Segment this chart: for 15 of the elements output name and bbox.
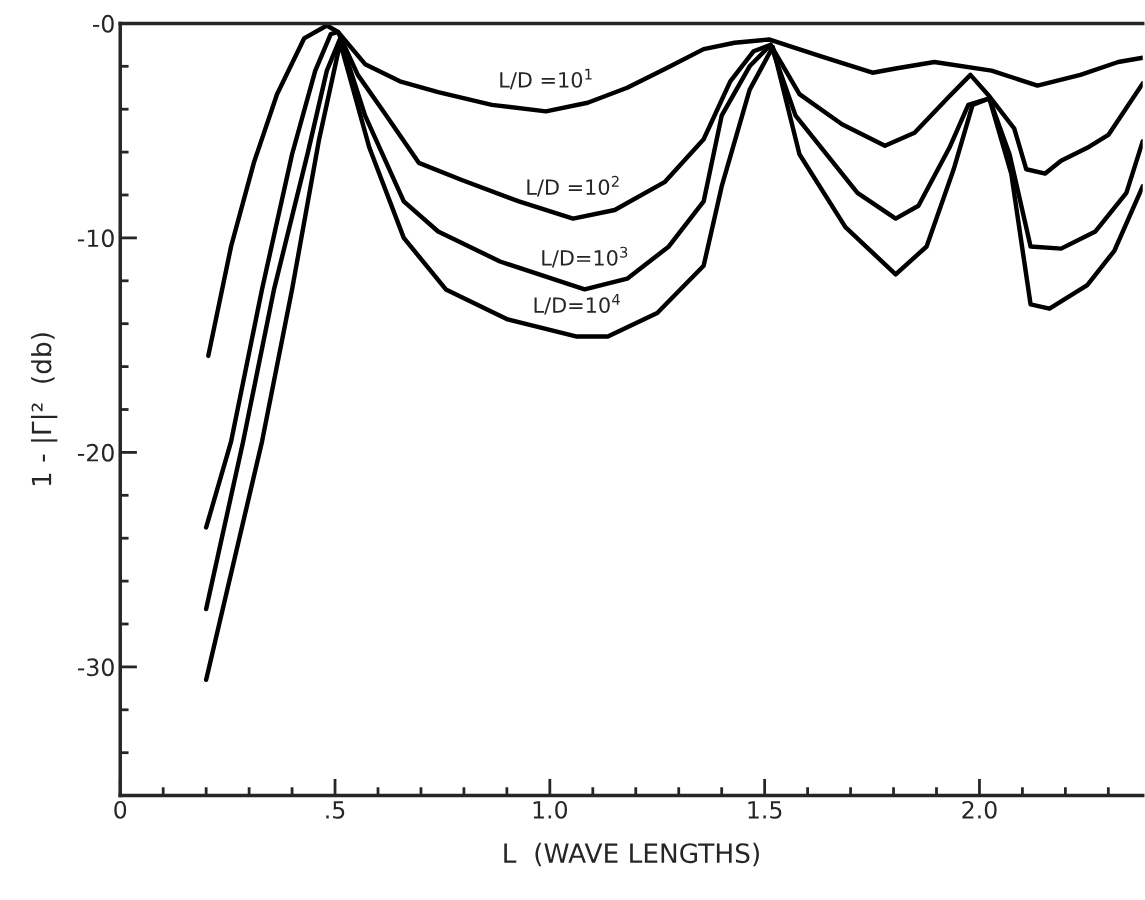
x-axis-title: L (WAVE LENGTHS): [504, 842, 759, 867]
x-tick-label: .5: [326, 801, 345, 819]
series-label: L/D =10$^{2}$: [527, 175, 619, 197]
y-tick-label: -10: [77, 229, 114, 248]
x-tick-label: 1.0: [533, 800, 568, 819]
y-axis-title: 1 - |Γ|² (db): [30, 333, 58, 486]
series-label: L/D=10$^{3}$: [542, 246, 628, 268]
x-tick-label: 0: [114, 800, 127, 819]
y-tick-label: -20: [77, 443, 114, 462]
series-label: L/D =10$^{1}$: [500, 68, 592, 90]
x-tick-label: 2.0: [962, 800, 997, 819]
y-tick-label: -30: [77, 658, 114, 677]
series-label: L/D=10$^{4}$: [534, 294, 620, 315]
x-tick-label: 1.5: [748, 801, 782, 819]
y-tick-label: -0: [92, 14, 114, 33]
